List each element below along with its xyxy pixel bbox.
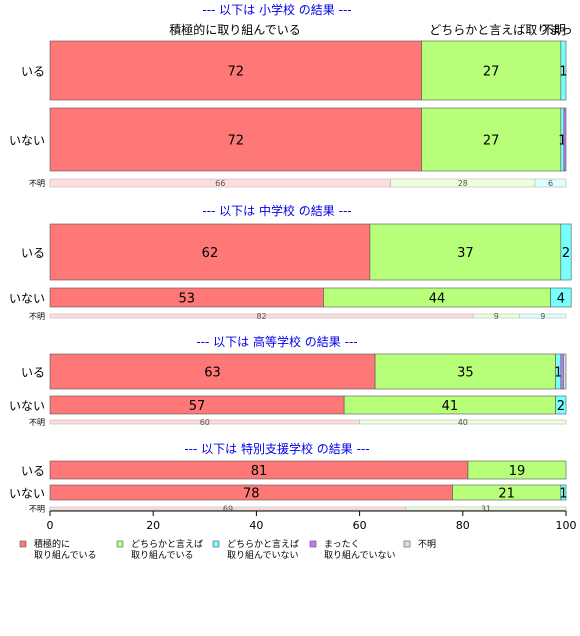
- x-tick-label: 60: [353, 519, 367, 532]
- legend-label: 積極的に: [34, 538, 70, 550]
- bar-segment: [534, 178, 567, 188]
- data-label: 35: [457, 366, 474, 381]
- data-label: 66: [215, 179, 225, 188]
- legend-label: どちらかと言えば: [227, 538, 299, 550]
- legend-label: まったく: [324, 539, 360, 550]
- data-label: 53: [178, 292, 195, 307]
- row-label: いない: [9, 487, 45, 501]
- bar-segment: [421, 107, 562, 172]
- row-label: 不明: [29, 418, 45, 427]
- data-label: 81: [251, 464, 268, 479]
- data-label: 72: [227, 134, 244, 149]
- data-label: 44: [429, 292, 446, 307]
- bar-segment: [550, 287, 572, 308]
- x-tick-label: 0: [47, 519, 54, 532]
- legend-swatch: [116, 540, 124, 548]
- column-header: どちらかと言えば取り...: [429, 23, 560, 37]
- x-tick-label: 40: [249, 519, 263, 532]
- data-label: 9: [540, 312, 545, 321]
- legend-label: どちらかと言えば: [131, 538, 203, 550]
- data-label: 2: [562, 246, 570, 261]
- bar-segment: [405, 506, 567, 511]
- bar-segment: [563, 353, 567, 390]
- data-label: 27: [483, 134, 500, 149]
- legend-swatch: [212, 540, 220, 548]
- bar-segment: [369, 223, 562, 281]
- bar-segment: [49, 107, 422, 172]
- data-label: 1: [554, 366, 562, 381]
- data-label: 1: [559, 65, 567, 80]
- row-label: いない: [9, 399, 45, 413]
- column-header: 積極的に取り組んでいる: [169, 22, 300, 37]
- data-label: 1: [558, 134, 566, 149]
- legend-label: 不明: [418, 539, 436, 550]
- data-label: 57: [189, 399, 206, 414]
- data-label: 9: [494, 312, 499, 321]
- bar-segment: [519, 313, 567, 319]
- legend-label: 取り組んでいる: [34, 549, 97, 561]
- x-tick-label: 20: [146, 519, 160, 532]
- data-label: 31: [481, 505, 491, 514]
- bar-segment: [359, 419, 567, 425]
- row-label: いる: [21, 65, 45, 79]
- data-label: 62: [202, 246, 219, 261]
- data-label: 21: [498, 487, 515, 502]
- bar-segment: [563, 107, 567, 172]
- legend-label: 取り組んでいない: [227, 549, 299, 561]
- row-label: いる: [21, 246, 45, 260]
- row-label: いない: [9, 292, 45, 306]
- data-label: 63: [204, 366, 221, 381]
- data-label: 69: [223, 505, 233, 514]
- row-label: いる: [21, 366, 45, 380]
- data-label: 82: [256, 312, 266, 321]
- data-label: 19: [509, 464, 526, 479]
- data-label: 60: [200, 418, 210, 427]
- bar-segment: [49, 353, 376, 390]
- bar-segment: [49, 223, 371, 281]
- x-tick-label: 100: [556, 519, 577, 532]
- bar-segment: [374, 353, 556, 390]
- data-label: 4: [557, 292, 565, 307]
- legend-swatch: [19, 540, 27, 548]
- row-label: 不明: [29, 179, 45, 188]
- x-tick-label: 80: [456, 519, 470, 532]
- legend-swatch: [403, 540, 411, 548]
- data-label: 40: [458, 418, 468, 427]
- bar-segment: [560, 353, 564, 390]
- row-label: いない: [9, 134, 45, 148]
- data-label: 72: [227, 65, 244, 80]
- data-label: 2: [557, 399, 565, 414]
- panel-title: --- 以下は 小学校 の結果 ---: [202, 2, 351, 17]
- data-label: 37: [457, 246, 474, 261]
- legend-label: 取り組んでいる: [131, 549, 194, 561]
- bar-segment: [49, 40, 422, 101]
- column-header: まっ: [549, 23, 573, 37]
- panel-title: --- 以下は 中学校 の結果 ---: [202, 203, 351, 218]
- panel-title: --- 以下は 特別支援学校 の結果 ---: [184, 441, 369, 456]
- legend-label: 取り組んでいない: [324, 549, 396, 561]
- data-label: 28: [458, 179, 468, 188]
- data-label: 1: [559, 487, 567, 502]
- row-label: 不明: [29, 505, 45, 514]
- data-label: 78: [243, 487, 260, 502]
- panel-title: --- 以下は 高等学校 の結果 ---: [196, 334, 357, 349]
- data-label: 41: [442, 399, 459, 414]
- data-label: 27: [483, 65, 500, 80]
- column-header: 不明: [542, 23, 566, 37]
- row-label: 不明: [29, 312, 45, 321]
- bar-segment: [555, 395, 567, 415]
- bar-segment: [467, 460, 567, 480]
- bar-segment: [560, 40, 567, 101]
- data-label: 6: [548, 179, 553, 188]
- legend-swatch: [309, 540, 317, 548]
- row-label: いる: [21, 464, 45, 478]
- bar-segment: [560, 484, 567, 501]
- bar-segment: [560, 223, 572, 281]
